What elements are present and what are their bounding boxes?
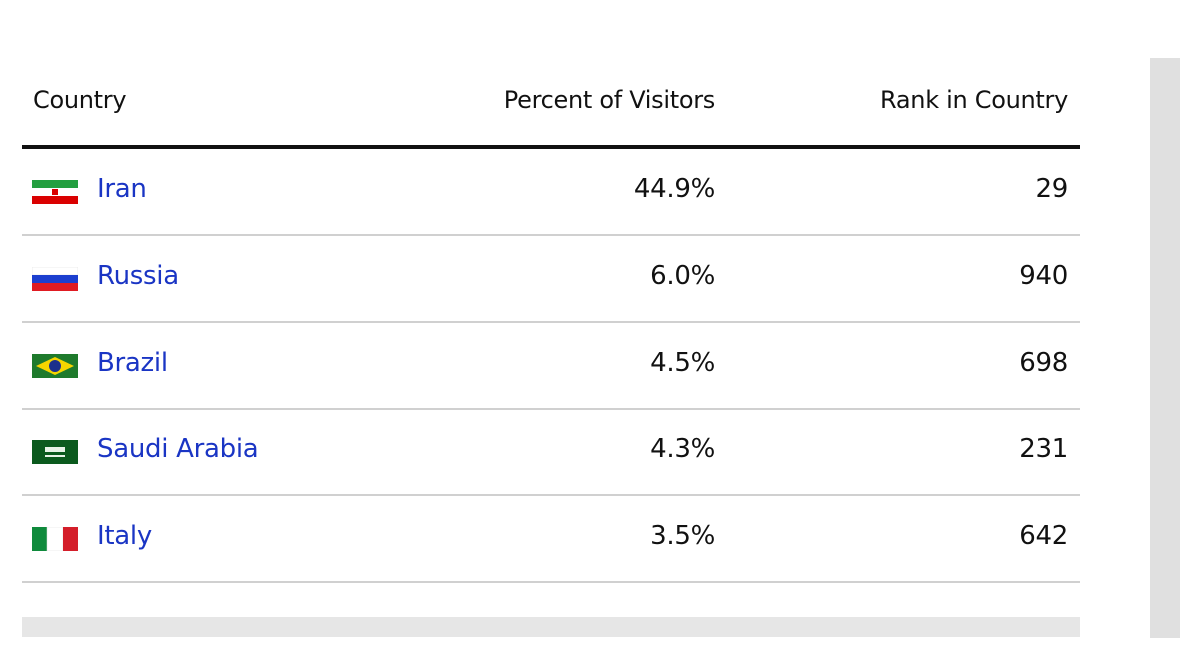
percent-cell: 6.0% — [650, 260, 715, 291]
header-rule — [22, 145, 1080, 149]
flag — [32, 526, 78, 552]
rank-cell: 698 — [1019, 347, 1068, 378]
rank-cell: 940 — [1019, 260, 1068, 291]
header-cell: Country — [33, 86, 127, 114]
rank-cell: 231 — [1019, 434, 1068, 465]
percent-cell: 3.5% — [650, 521, 715, 552]
country-link[interactable]: Russia — [97, 260, 179, 291]
row-divider — [22, 407, 1080, 410]
flag — [32, 353, 78, 378]
flag-icon — [32, 353, 78, 378]
row-divider — [22, 234, 1080, 236]
flag — [32, 440, 78, 465]
rank-cell: 642 — [1019, 521, 1068, 552]
row-divider — [22, 494, 1080, 497]
footer-bar — [22, 617, 1080, 637]
country-link[interactable]: Italy — [97, 521, 152, 552]
flag-icon — [31, 266, 79, 291]
row-divider — [22, 320, 1080, 323]
row-divider — [22, 581, 1080, 584]
country-link[interactable]: Iran — [97, 174, 147, 204]
flag-icon — [32, 180, 78, 204]
country-link[interactable]: Brazil — [97, 347, 168, 378]
rank-cell: 29 — [1035, 174, 1069, 204]
percent-cell: 4.5% — [650, 347, 715, 378]
percent-cell: 4.3% — [650, 434, 715, 465]
country-link[interactable]: Saudi Arabia — [97, 434, 259, 465]
scrollbar — [1150, 58, 1180, 638]
flag-icon — [32, 526, 78, 552]
header-cell: Rank in Country — [880, 86, 1068, 114]
percent-cell: 44.9% — [633, 174, 715, 204]
header-cell: Percent of Visitors — [503, 86, 716, 114]
flag — [32, 180, 78, 204]
flag-icon — [32, 440, 78, 465]
flag — [31, 266, 79, 291]
table: Country Percent of Visitors Rank in Coun… — [22, 86, 1080, 637]
